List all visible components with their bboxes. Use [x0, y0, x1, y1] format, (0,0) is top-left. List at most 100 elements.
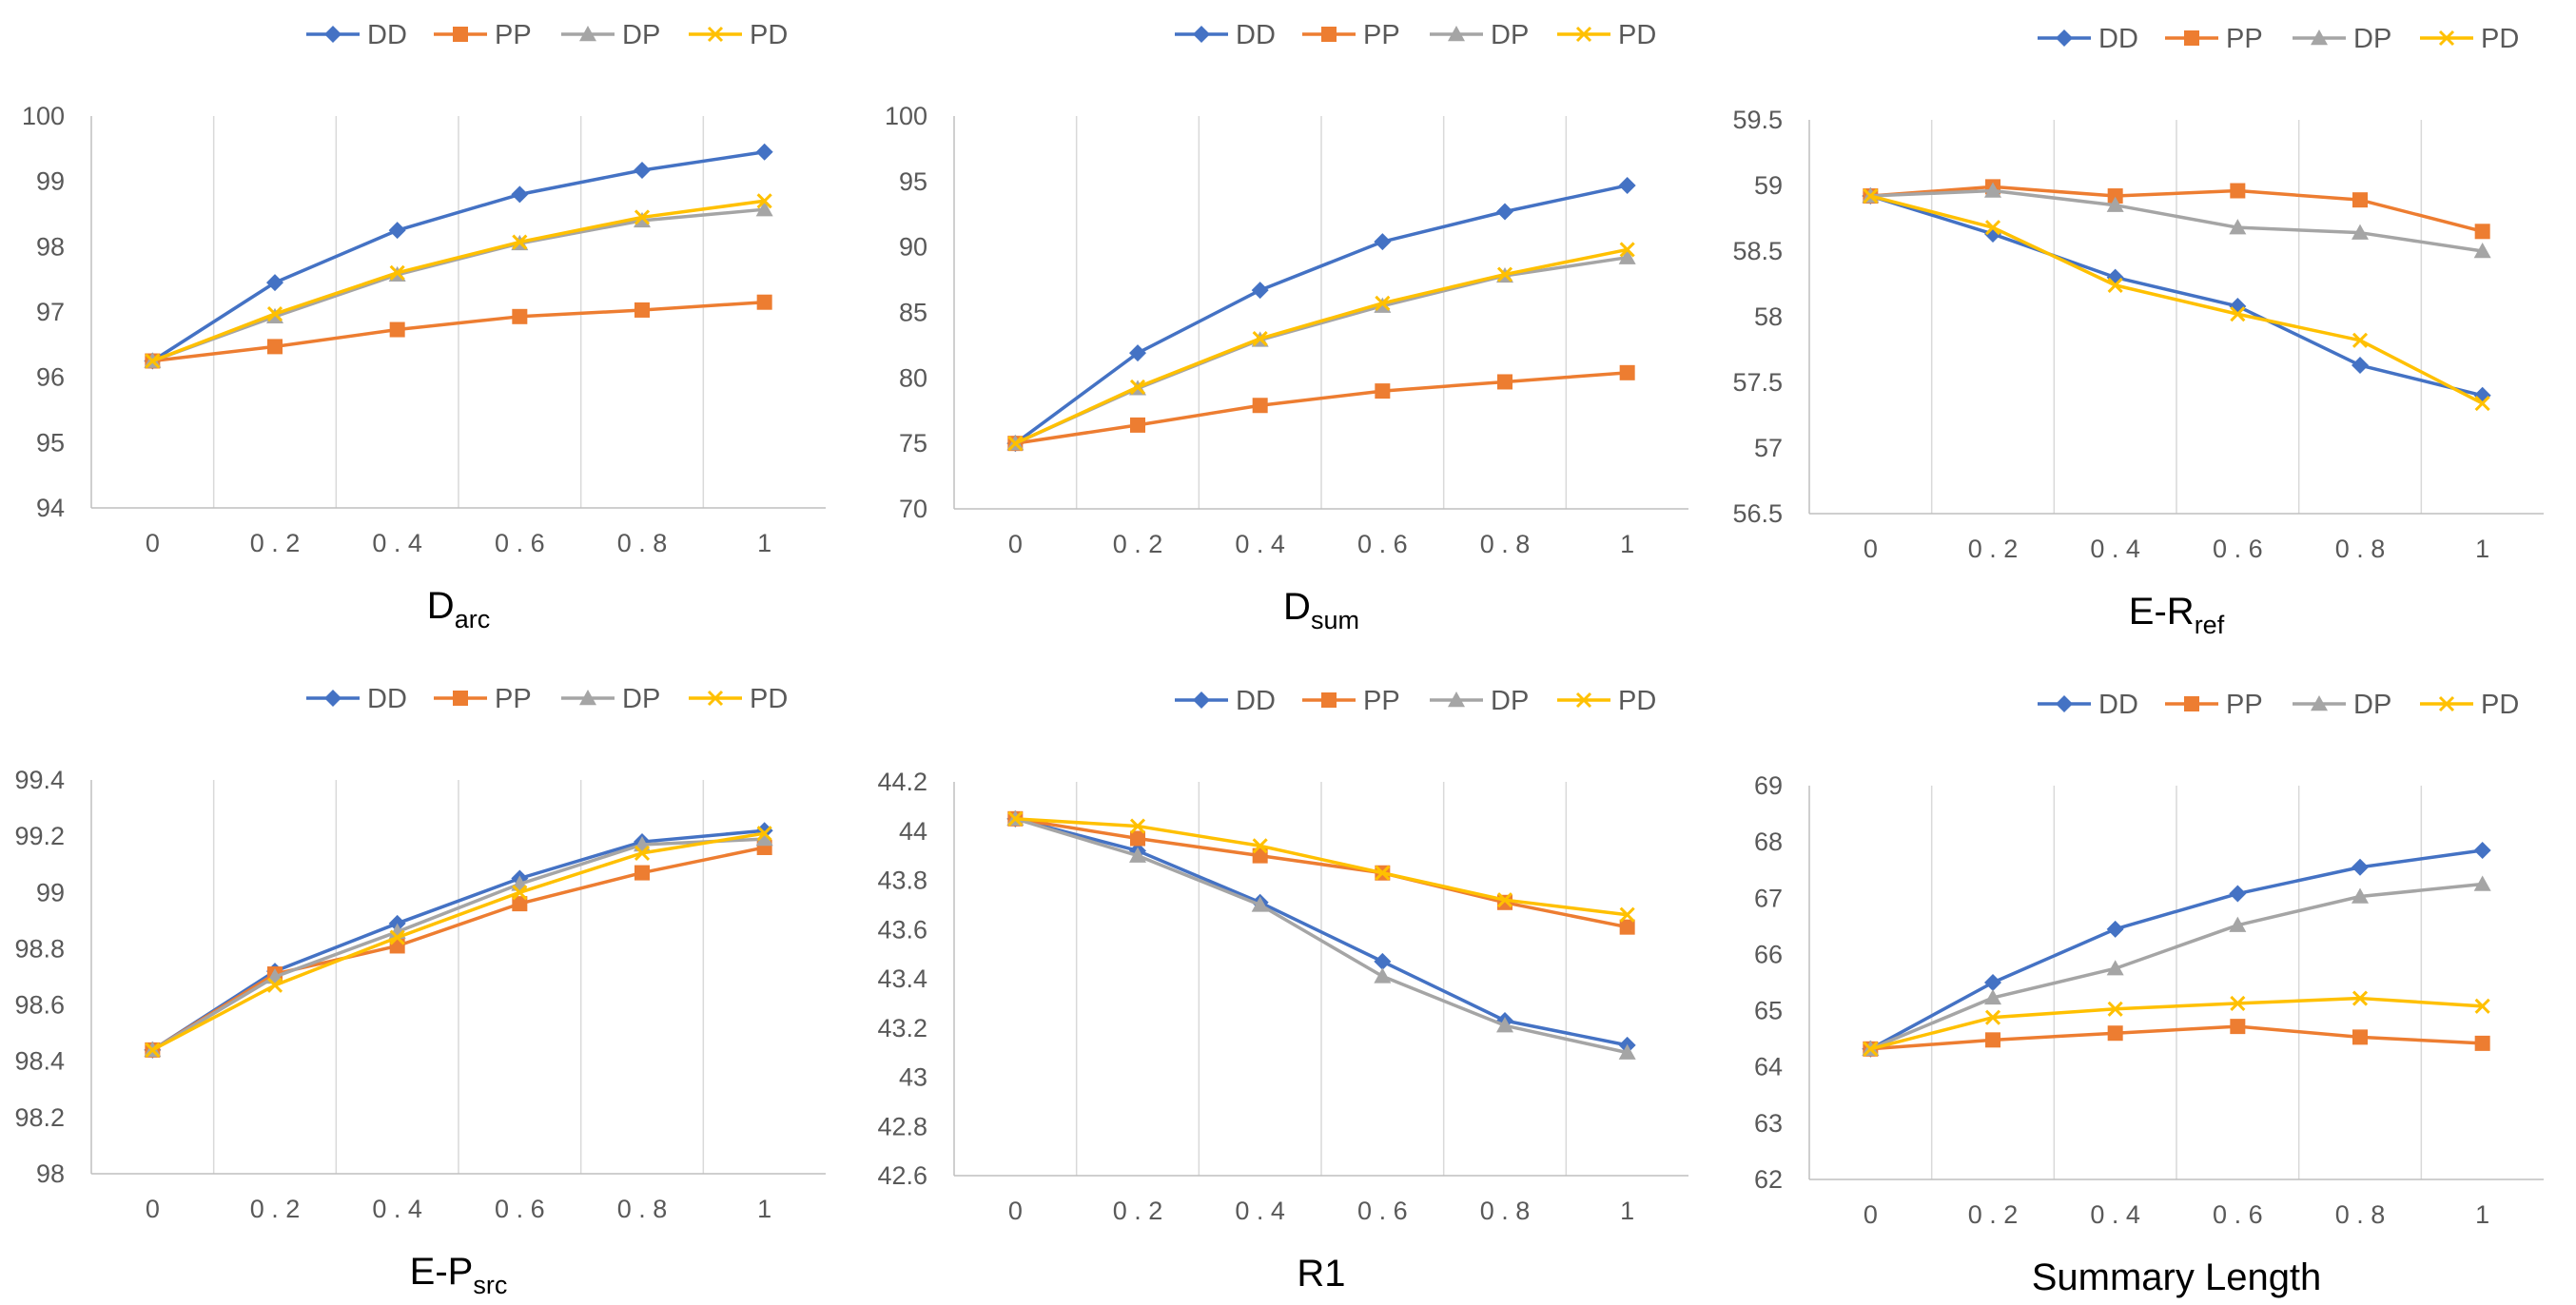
y-tick-label: 64 [1754, 1053, 1783, 1081]
y-tick-label: 42.8 [877, 1112, 927, 1140]
series-line-dd [1869, 194, 2484, 398]
legend-marker-dd [324, 690, 342, 707]
y-tick-label: 69 [1754, 771, 1783, 800]
data-point-dp [2106, 196, 2124, 212]
y-tick-label: 100 [22, 102, 65, 130]
data-point-pp [1619, 364, 1635, 380]
legend-item-dp: DP [1430, 20, 1529, 50]
data-point-dp [1618, 1043, 1636, 1060]
series-line-pp [151, 846, 766, 1052]
legend-marker-pp [1321, 27, 1337, 42]
legend-marker-dd [1193, 691, 1210, 709]
legend-marker-pd [707, 690, 724, 707]
legend-item-pd: PD [689, 684, 788, 714]
series-line-pd [151, 199, 765, 363]
y-tick-label: 43.6 [877, 915, 927, 944]
data-point-pp [1619, 919, 1635, 935]
data-point-pp [634, 865, 650, 881]
data-point-dp [1984, 182, 2001, 198]
data-point-pd [2230, 995, 2246, 1011]
legend-marker-pd [1575, 691, 1592, 709]
legend-label-dd: DD [367, 684, 407, 714]
x-tick-label: 0 [1008, 530, 1023, 558]
legend-marker-dp [1448, 691, 1465, 708]
data-point-pd [145, 1042, 161, 1058]
y-tick-label: 56.5 [1732, 499, 1783, 528]
x-axis-title: E-Psrc [410, 1251, 508, 1299]
legend-marker-pp [2184, 30, 2199, 46]
legend-label-dd: DD [1236, 20, 1276, 50]
series-line-dd [1869, 848, 2483, 1051]
data-point-pd [1496, 266, 1513, 282]
x-tick-label: 0 . 6 [2213, 1200, 2263, 1229]
data-point-pp [634, 302, 650, 318]
x-tick-label: 0 . 2 [250, 1195, 301, 1223]
data-point-pd [1863, 187, 1879, 205]
legend-label-pd: PD [2481, 690, 2519, 720]
y-tick-label: 99.2 [14, 822, 65, 850]
y-tick-label: 65 [1754, 997, 1783, 1025]
legend-marker-pd [707, 26, 724, 43]
data-point-dp [1496, 1017, 1513, 1033]
legend-item-dp: DP [561, 684, 660, 714]
y-tick-label: 90 [899, 233, 927, 262]
legend-label-pp: PP [2226, 24, 2263, 54]
x-tick-label: 0 . 6 [495, 529, 545, 557]
y-tick-label: 57.5 [1732, 368, 1783, 397]
legend-item-dd: DD [306, 684, 407, 714]
series-line-dd [1014, 817, 1629, 1047]
legend-marker-pp [1321, 692, 1337, 708]
series-line-dp [1870, 188, 2483, 253]
chart-panel-6: 62 63 64 65 66 67 68 69 0 0 . 2 0 . 4 0 . 6 0 . 8 1 DD… [1754, 690, 2544, 1298]
data-point-pp [2107, 188, 2123, 205]
data-point-pd [389, 929, 405, 945]
data-point-pd [634, 845, 651, 861]
data-point-pp [1497, 374, 1512, 390]
data-point-dp [2106, 960, 2124, 976]
series-line-dp [1014, 817, 1629, 1055]
data-point-dp [755, 830, 773, 847]
legend-item-pp: PP [2165, 690, 2263, 720]
x-tick-label: 1 [757, 529, 771, 557]
data-point-pd [512, 885, 528, 901]
y-tick-label: 43.8 [877, 867, 927, 895]
y-tick-label: 98.6 [14, 991, 65, 1020]
y-tick-label: 98.8 [14, 934, 65, 963]
x-tick-label: 0 . 6 [2213, 535, 2263, 563]
legend-label-pp: PP [1363, 20, 1400, 50]
data-point-pp [2230, 1019, 2246, 1035]
data-point-pd [1984, 220, 2001, 236]
x-tick-label: 0 [146, 529, 160, 557]
series-line-pd [1015, 817, 1628, 917]
legend-marker-dp [2311, 695, 2328, 711]
data-point-dd [2352, 357, 2369, 375]
series-line-pd [151, 831, 765, 1052]
legend-label-pp: PP [495, 20, 532, 50]
y-tick-label: 95 [36, 428, 65, 457]
y-tick-label: 70 [899, 495, 927, 523]
y-tick-label: 44.2 [877, 768, 927, 796]
series-line-pp [1015, 371, 1628, 445]
legend-label-pd: PD [750, 20, 788, 50]
data-point-pd [2107, 277, 2123, 293]
series-line-dd [1014, 184, 1629, 445]
legend-marker-pd [1575, 26, 1592, 43]
legend-label-dd: DD [1236, 686, 1276, 716]
data-point-pd [1375, 865, 1391, 881]
legend-marker-dd [324, 26, 342, 43]
legend-label-dp: DP [2353, 690, 2391, 720]
data-point-dp [1251, 896, 1269, 912]
y-tick-label: 99 [36, 878, 65, 906]
data-point-pp [2474, 224, 2490, 240]
legend-label-pd: PD [1618, 20, 1656, 50]
legend-marker-dd [2056, 29, 2073, 47]
chart-panel-2: 70 75 80 85 90 95 100 0 0 . 2 0 . 4 0 . 6 0 . 8 1 DD P… [885, 20, 1688, 634]
data-point-dd [1496, 203, 1513, 221]
data-point-pp [2352, 192, 2368, 208]
series-line-pp [1015, 817, 1629, 929]
legend-item-pd: PD [689, 20, 788, 50]
x-tick-label: 0 . 2 [1968, 1200, 2019, 1229]
data-point-pd [266, 305, 283, 322]
x-tick-label: 1 [1620, 530, 1634, 558]
data-point-pp [1375, 383, 1391, 399]
